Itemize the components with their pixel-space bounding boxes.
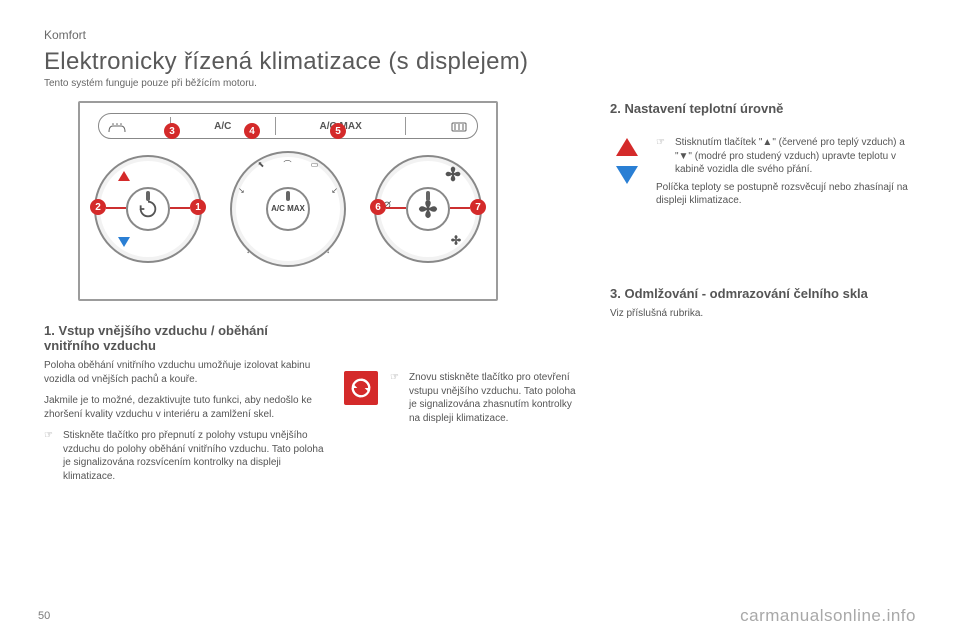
temp-up-icon (118, 171, 130, 181)
fan-knob-icon (417, 198, 439, 220)
bullet-marker: ☞ (656, 136, 665, 177)
defrost-small-icon: ⌒ (284, 161, 292, 169)
callout-2: 2 (90, 199, 106, 215)
fan-dial: 6 7 (374, 155, 482, 263)
subtitle: Tento systém funguje pouze při běžícím m… (44, 78, 916, 89)
rear-defrost-icon (450, 120, 468, 132)
section2-heading: 2. Nastavení teplotní úrovně (610, 101, 916, 116)
ac-label: A/C (214, 121, 231, 132)
ac-max-knob-label: A/C MAX (271, 205, 305, 213)
temp-knob (126, 187, 170, 231)
page-title: Elektronicky řízená klimatizace (s displ… (44, 48, 916, 76)
left-column: A/C A/C MAX 3 4 5 (44, 101, 584, 491)
divider (405, 117, 406, 135)
fan-large-icon (444, 165, 462, 188)
callout-1: 1 (190, 199, 206, 215)
temp-down-icon (118, 237, 130, 247)
vent-icon: ⬉ (258, 161, 265, 169)
arrow-down-icon (616, 166, 638, 184)
vent-icon: ↓ (246, 247, 250, 255)
vent-icon: ↓ (326, 247, 330, 255)
bullet-marker: ☞ (44, 429, 53, 483)
fan-small-icon (450, 233, 462, 251)
defrost-icon (108, 120, 126, 132)
callout-4: 4 (244, 123, 260, 139)
arrow-up-icon (616, 138, 638, 156)
top-strip-icons: A/C A/C MAX (94, 111, 482, 141)
recirc-icon (344, 371, 378, 405)
callout-7: 7 (470, 199, 486, 215)
page-number: 50 (38, 610, 50, 622)
recirc-small-icon (137, 198, 159, 220)
callout-6: 6 (370, 199, 386, 215)
fan-knob (406, 187, 450, 231)
vent-icon: ↘ (238, 187, 245, 195)
section1-bullet-text: Stiskněte tlačítko pro přepnutí z polohy… (63, 429, 324, 483)
section2-bullet: Stisknutím tlačítek "▲" (červené pro tep… (675, 136, 916, 177)
section1-right-bullet: Znovu stiskněte tlačítko pro otevření vs… (409, 371, 584, 425)
section-label: Komfort (44, 28, 916, 42)
right-column: 2. Nastavení teplotní úrovně ☞ Stisknutí… (610, 101, 916, 491)
section1-para2: Jakmile je to možné, dezaktivujte tuto f… (44, 394, 324, 421)
section1-heading: 1. Vstup vnějšího vzduchu / oběhání vnit… (44, 323, 324, 353)
temp-arrows-legend (610, 136, 644, 184)
footer-link: carmanualsonline.info (740, 606, 916, 626)
section3-para: Viz příslušná rubrika. (610, 307, 916, 321)
temperature-dial: 2 1 (94, 155, 202, 263)
callout-5: 5 (330, 123, 346, 139)
section2-para: Políčka teploty se postupně rozsvěcují n… (656, 181, 916, 208)
section1-para1: Poloha oběhání vnitřního vzduchu umožňuj… (44, 359, 324, 386)
section3-heading: 3. Odmlžování - odmrazování čelního skla (610, 286, 916, 301)
airflow-knob: A/C MAX (266, 187, 310, 231)
bullet-marker: ☞ (390, 371, 399, 425)
divider (275, 117, 276, 135)
callout-3: 3 (164, 123, 180, 139)
airflow-dial: ⬉ ⌒ ▭ ↘ ↙ A/C MAX ↓ ↓ (230, 151, 346, 267)
climate-control-diagram: A/C A/C MAX 3 4 5 (78, 101, 498, 301)
section1-bullet: ☞ Stiskněte tlačítko pro přepnutí z polo… (44, 429, 324, 483)
vent-icon: ↙ (331, 187, 338, 195)
rear-small-icon: ▭ (311, 161, 319, 169)
